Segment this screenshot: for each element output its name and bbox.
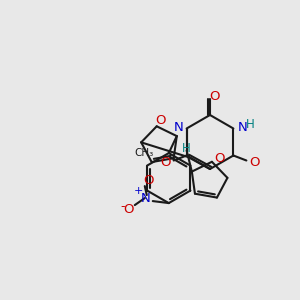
Text: O: O bbox=[249, 156, 260, 169]
Text: O: O bbox=[215, 152, 225, 165]
Text: CH₃: CH₃ bbox=[134, 148, 154, 158]
Text: H: H bbox=[182, 142, 190, 154]
Text: O: O bbox=[155, 114, 166, 127]
Text: O: O bbox=[143, 174, 154, 187]
Text: +: + bbox=[134, 186, 143, 196]
Text: O: O bbox=[160, 156, 171, 169]
Text: O: O bbox=[210, 89, 220, 103]
Text: N: N bbox=[141, 192, 151, 205]
Text: O: O bbox=[124, 202, 134, 216]
Text: N: N bbox=[174, 121, 184, 134]
Text: H: H bbox=[246, 118, 255, 131]
Text: -: - bbox=[121, 200, 125, 213]
Text: N: N bbox=[238, 121, 247, 134]
